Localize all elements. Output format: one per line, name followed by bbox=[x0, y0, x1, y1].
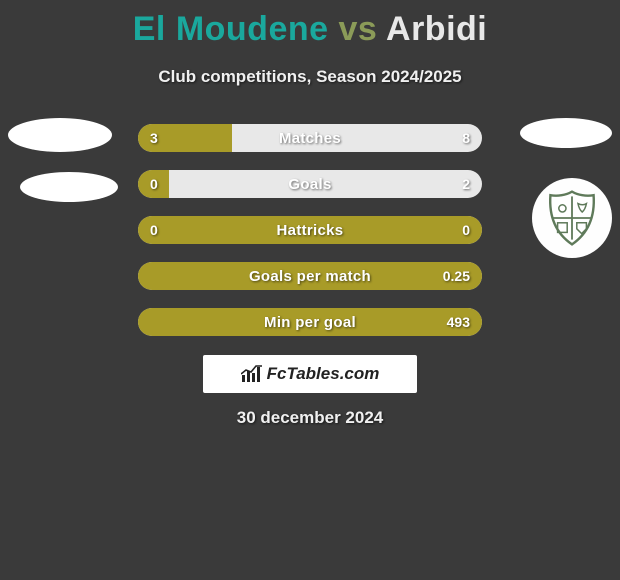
watermark: FcTables.com bbox=[203, 355, 417, 393]
stat-label: Hattricks bbox=[138, 216, 482, 244]
stat-right-value: 0 bbox=[462, 216, 470, 244]
stat-row: Goals0 2 bbox=[138, 170, 482, 198]
stat-row: Min per goal493 bbox=[138, 308, 482, 336]
subtitle: Club competitions, Season 2024/2025 bbox=[0, 67, 620, 87]
shield-crest-icon bbox=[542, 188, 602, 248]
bar-chart-icon bbox=[241, 365, 263, 383]
stat-right-value: 0.25 bbox=[443, 262, 470, 290]
stat-row: Goals per match0.25 bbox=[138, 262, 482, 290]
stat-right-value: 2 bbox=[462, 170, 470, 198]
page-title: El Moudene vs Arbidi bbox=[0, 0, 620, 49]
club-badge-icon bbox=[532, 178, 612, 258]
stats-bars: Matches38Goals02Hattricks00Goals per mat… bbox=[138, 124, 482, 354]
stat-right-value: 8 bbox=[462, 124, 470, 152]
stat-label: Goals per match bbox=[138, 262, 482, 290]
stat-label: Goals bbox=[138, 170, 482, 198]
stat-left-value: 0 bbox=[150, 216, 158, 244]
title-player2: Arbidi bbox=[386, 10, 487, 48]
watermark-text: FcTables.com bbox=[267, 364, 380, 384]
date-label: 30 december 2024 bbox=[0, 408, 620, 428]
stat-left-value: 3 bbox=[150, 124, 158, 152]
title-vs: vs bbox=[339, 10, 378, 48]
stat-right-value: 493 bbox=[447, 308, 470, 336]
stat-row: Hattricks0 0 bbox=[138, 216, 482, 244]
crest-left-1 bbox=[8, 118, 112, 152]
ellipse-icon bbox=[8, 118, 112, 152]
crest-right-1 bbox=[520, 118, 612, 148]
crest-left-2 bbox=[20, 172, 118, 202]
crest-right-2 bbox=[532, 178, 612, 258]
stat-row: Matches3 8 bbox=[138, 124, 482, 152]
ellipse-icon bbox=[20, 172, 118, 202]
title-player1: El Moudene bbox=[133, 10, 329, 48]
stat-left-value: 0 bbox=[150, 170, 158, 198]
ellipse-icon bbox=[520, 118, 612, 148]
stat-label: Matches bbox=[138, 124, 482, 152]
stat-label: Min per goal bbox=[138, 308, 482, 336]
